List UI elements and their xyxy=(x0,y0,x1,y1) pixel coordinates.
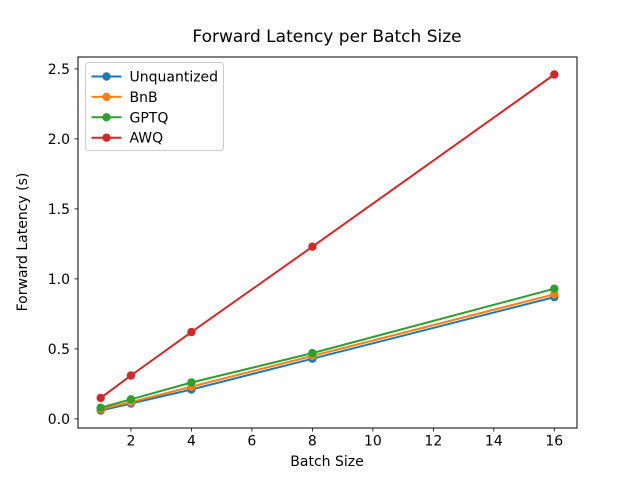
data-point-awq xyxy=(308,242,317,251)
data-point-gptq xyxy=(550,284,559,293)
x-tick-label: 14 xyxy=(485,434,503,450)
chart-title: Forward Latency per Batch Size xyxy=(192,27,461,47)
x-axis-label: Batch Size xyxy=(290,454,363,470)
legend-label-bnb: BnB xyxy=(130,90,158,106)
data-point-awq xyxy=(126,371,136,380)
y-tick-label: 1.0 xyxy=(48,272,70,288)
data-point-awq xyxy=(96,393,105,403)
x-tick-label: 10 xyxy=(364,434,382,450)
legend-marker xyxy=(102,113,111,122)
legend-box xyxy=(85,62,224,151)
series-line-bnb xyxy=(100,293,555,411)
data-point-gptq xyxy=(126,395,136,404)
axes-spines xyxy=(77,56,578,429)
y-tick-label: 1.5 xyxy=(48,202,70,218)
data-point-gptq xyxy=(308,348,317,358)
legend-label-unquantized: Unquantized xyxy=(130,70,219,86)
legend-label-gptq: GPTQ xyxy=(130,110,169,126)
x-tick-label: 12 xyxy=(424,434,442,450)
data-point-awq xyxy=(187,327,196,337)
data-point-awq xyxy=(550,70,559,79)
plot-content: 2 4 6 8 10 12 14 16 0.0 0.5 1.0 1.5 2.0 2.5 Unquantize… xyxy=(48,56,578,450)
y-tick-label: 2.5 xyxy=(48,62,70,78)
y-tick-label: 2.0 xyxy=(48,132,70,148)
y-tick-label: 0.5 xyxy=(48,342,70,358)
y-tick-label: 0.0 xyxy=(48,412,70,428)
x-tick-label: 2 xyxy=(126,434,135,450)
legend-label-awq: AWQ xyxy=(130,131,164,147)
x-tick-label: 6 xyxy=(247,434,256,450)
x-tick-label: 4 xyxy=(187,434,196,450)
legend-marker xyxy=(102,72,111,81)
x-tick-label: 16 xyxy=(545,434,563,450)
y-axis-label: Forward Latency (s) xyxy=(15,173,31,312)
data-point-gptq xyxy=(187,378,196,387)
legend-marker xyxy=(102,133,111,142)
data-point-gptq xyxy=(96,403,105,412)
x-tick-label: 8 xyxy=(308,434,317,450)
legend-marker xyxy=(102,92,111,102)
